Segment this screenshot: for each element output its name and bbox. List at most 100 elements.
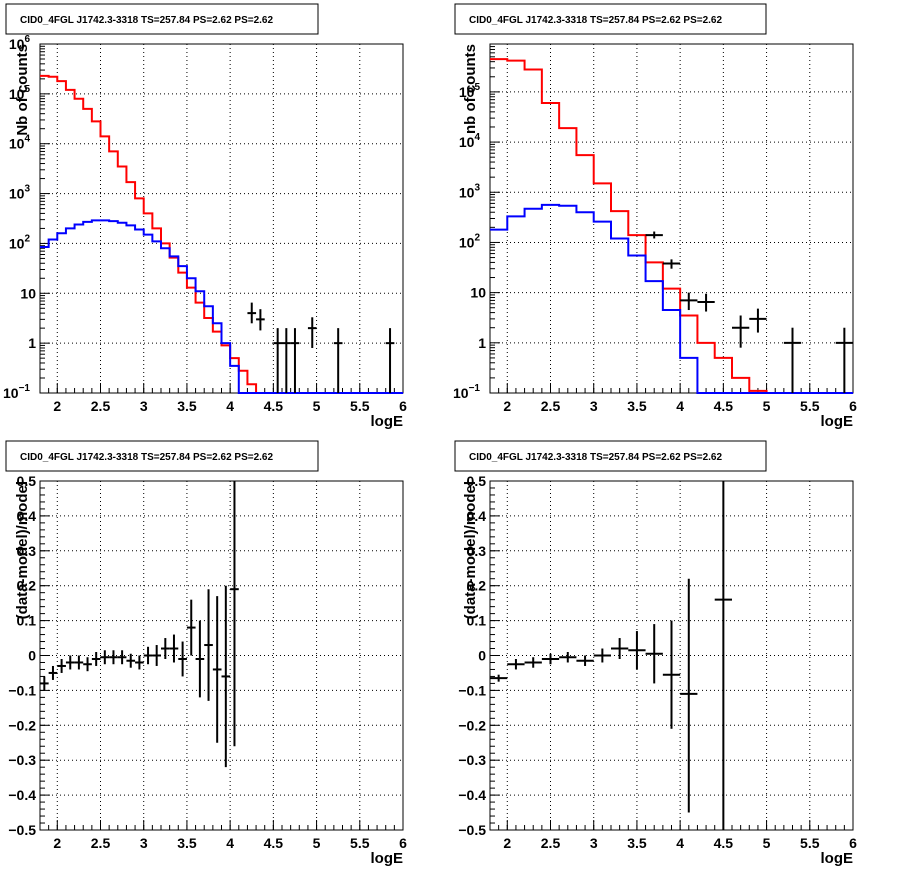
y-tick-label: 0.2 xyxy=(467,578,487,594)
data-point xyxy=(680,292,698,311)
x-tick-label: 4 xyxy=(226,398,234,414)
x-tick-label: 3 xyxy=(590,835,598,851)
y-tick-label: 1 xyxy=(478,335,486,351)
data-point xyxy=(385,328,395,393)
data-point xyxy=(109,650,118,665)
data-point xyxy=(662,620,681,729)
title-box xyxy=(454,440,767,472)
x-tick-label: 4.5 xyxy=(264,835,284,851)
data-point xyxy=(541,653,560,665)
model-source-line xyxy=(490,203,853,394)
data-point xyxy=(783,327,802,393)
data-point xyxy=(117,650,127,665)
y-axis-title: Nb of counts xyxy=(14,44,31,136)
data-point xyxy=(290,328,300,393)
title-box xyxy=(454,3,767,35)
y-axis-title: nb of counts xyxy=(462,44,479,134)
data-point xyxy=(282,328,291,393)
x-tick-label: 5 xyxy=(763,398,771,414)
data-point xyxy=(126,653,136,668)
spectrum-panel-right: CID0_4FGL J1742.3-3318 TS=257.84 PS=2.62… xyxy=(453,3,857,430)
data-point xyxy=(40,676,49,691)
data-point xyxy=(662,259,681,269)
data-point xyxy=(732,315,750,348)
y-tick-label: 102 xyxy=(9,233,31,251)
x-tick-label: 2 xyxy=(53,835,61,851)
data-point xyxy=(628,631,646,670)
x-tick-label: 5.5 xyxy=(800,835,820,851)
data-point xyxy=(680,578,698,813)
data-point xyxy=(559,652,577,663)
x-tick-label: 4 xyxy=(676,835,684,851)
x-axis-title: logE xyxy=(371,413,404,430)
data-point xyxy=(161,638,170,659)
y-tick-label: 10−1 xyxy=(3,383,30,401)
y-tick-label: 0.4 xyxy=(467,508,487,524)
x-tick-label: 5.5 xyxy=(800,398,820,414)
x-tick-label: 3.5 xyxy=(177,398,197,414)
x-axis-title: logE xyxy=(821,850,854,867)
y-tick-label: 0.3 xyxy=(17,543,37,559)
model-total-line xyxy=(490,58,853,394)
x-tick-label: 3 xyxy=(140,398,148,414)
y-tick-label: 105 xyxy=(9,84,31,102)
x-tick-label: 2.5 xyxy=(541,398,561,414)
data-point xyxy=(593,648,611,663)
x-tick-label: 2 xyxy=(503,398,511,414)
y-tick-label: −0.1 xyxy=(8,682,36,698)
chart-title: CID0_4FGL J1742.3-3318 TS=257.84 PS=2.62… xyxy=(469,15,722,26)
y-tick-label: −0.1 xyxy=(458,682,486,698)
chart-title: CID0_4FGL J1742.3-3318 TS=257.84 PS=2.62… xyxy=(20,452,273,463)
data-point xyxy=(749,308,767,333)
data-point xyxy=(507,658,525,670)
x-tick-label: 6 xyxy=(399,398,407,414)
data-point xyxy=(57,658,66,673)
y-tick-label: 102 xyxy=(459,232,481,250)
y-tick-label: −0.2 xyxy=(458,717,486,733)
y-tick-label: 0 xyxy=(478,648,486,664)
data-point xyxy=(307,317,317,348)
y-tick-label: −0.4 xyxy=(8,787,36,803)
data-point xyxy=(48,665,58,680)
data-point xyxy=(169,634,179,663)
x-tick-label: 2.5 xyxy=(91,398,111,414)
data-point xyxy=(256,309,265,331)
x-tick-label: 3.5 xyxy=(627,835,647,851)
y-tick-label: −0.4 xyxy=(458,787,486,803)
y-tick-label: −0.2 xyxy=(8,717,36,733)
chart-title: CID0_4FGL J1742.3-3318 TS=257.84 PS=2.62… xyxy=(20,15,273,26)
y-tick-label: 0.3 xyxy=(467,543,487,559)
x-tick-label: 4 xyxy=(676,398,684,414)
data-point xyxy=(100,650,110,665)
y-tick-label: 0.5 xyxy=(467,473,487,489)
y-axis-title: (data-model)/model xyxy=(14,481,31,619)
y-tick-label: 10 xyxy=(470,285,486,301)
data-point xyxy=(247,302,257,324)
x-tick-label: 3 xyxy=(590,398,598,414)
title-box xyxy=(5,3,319,35)
y-tick-label: 104 xyxy=(9,134,31,152)
y-tick-label: 10 xyxy=(20,285,36,301)
x-tick-label: 2 xyxy=(53,398,61,414)
x-tick-label: 5.5 xyxy=(350,835,370,851)
data-point xyxy=(524,657,542,668)
data-point xyxy=(74,655,84,670)
y-tick-label: 0 xyxy=(28,648,36,664)
x-tick-label: 4.5 xyxy=(714,398,734,414)
x-tick-label: 5 xyxy=(763,835,771,851)
plot-frame xyxy=(489,43,854,394)
x-axis-title: logE xyxy=(371,850,404,867)
y-tick-label: −0.3 xyxy=(8,752,36,768)
model-source-line xyxy=(40,219,403,394)
data-point xyxy=(645,231,663,239)
x-tick-label: 2.5 xyxy=(541,835,561,851)
data-point xyxy=(714,481,732,830)
y-tick-label: 0.1 xyxy=(17,613,37,629)
data-point xyxy=(65,655,75,670)
data-point xyxy=(91,652,101,666)
x-tick-label: 4.5 xyxy=(264,398,284,414)
y-tick-label: 103 xyxy=(459,182,481,200)
data-point xyxy=(195,620,205,698)
x-tick-label: 4.5 xyxy=(714,835,734,851)
